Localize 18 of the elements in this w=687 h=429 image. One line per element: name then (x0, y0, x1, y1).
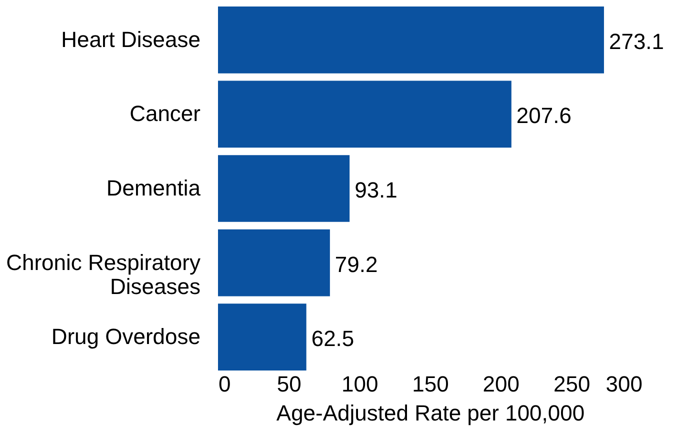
x-tick-label: 300 (606, 372, 642, 396)
x-axis-title: Age-Adjusted Rate per 100,000 (276, 400, 585, 426)
y-tick-label: Chronic Respiratory Diseases (6, 250, 200, 299)
y-tick-label: Heart Disease (61, 26, 200, 52)
y-tick-label: Cancer (130, 101, 200, 126)
data-label: 93.1 (354, 178, 398, 202)
x-tick-label: 50 (276, 372, 302, 396)
y-tick-label: Dementia (106, 176, 202, 200)
x-tick-label: 100 (341, 372, 378, 396)
y-tick-label: Drug Overdose (51, 324, 200, 350)
x-tick-label: 0 (218, 372, 231, 396)
x-tick-label: 200 (482, 372, 520, 396)
data-label: 207.6 (516, 103, 572, 128)
data-label: 62.5 (311, 326, 354, 352)
x-tick-label: 250 (553, 372, 590, 396)
data-label: 273.1 (608, 28, 664, 54)
data-label: 79.2 (334, 252, 378, 277)
x-tick-label: 150 (412, 372, 449, 396)
